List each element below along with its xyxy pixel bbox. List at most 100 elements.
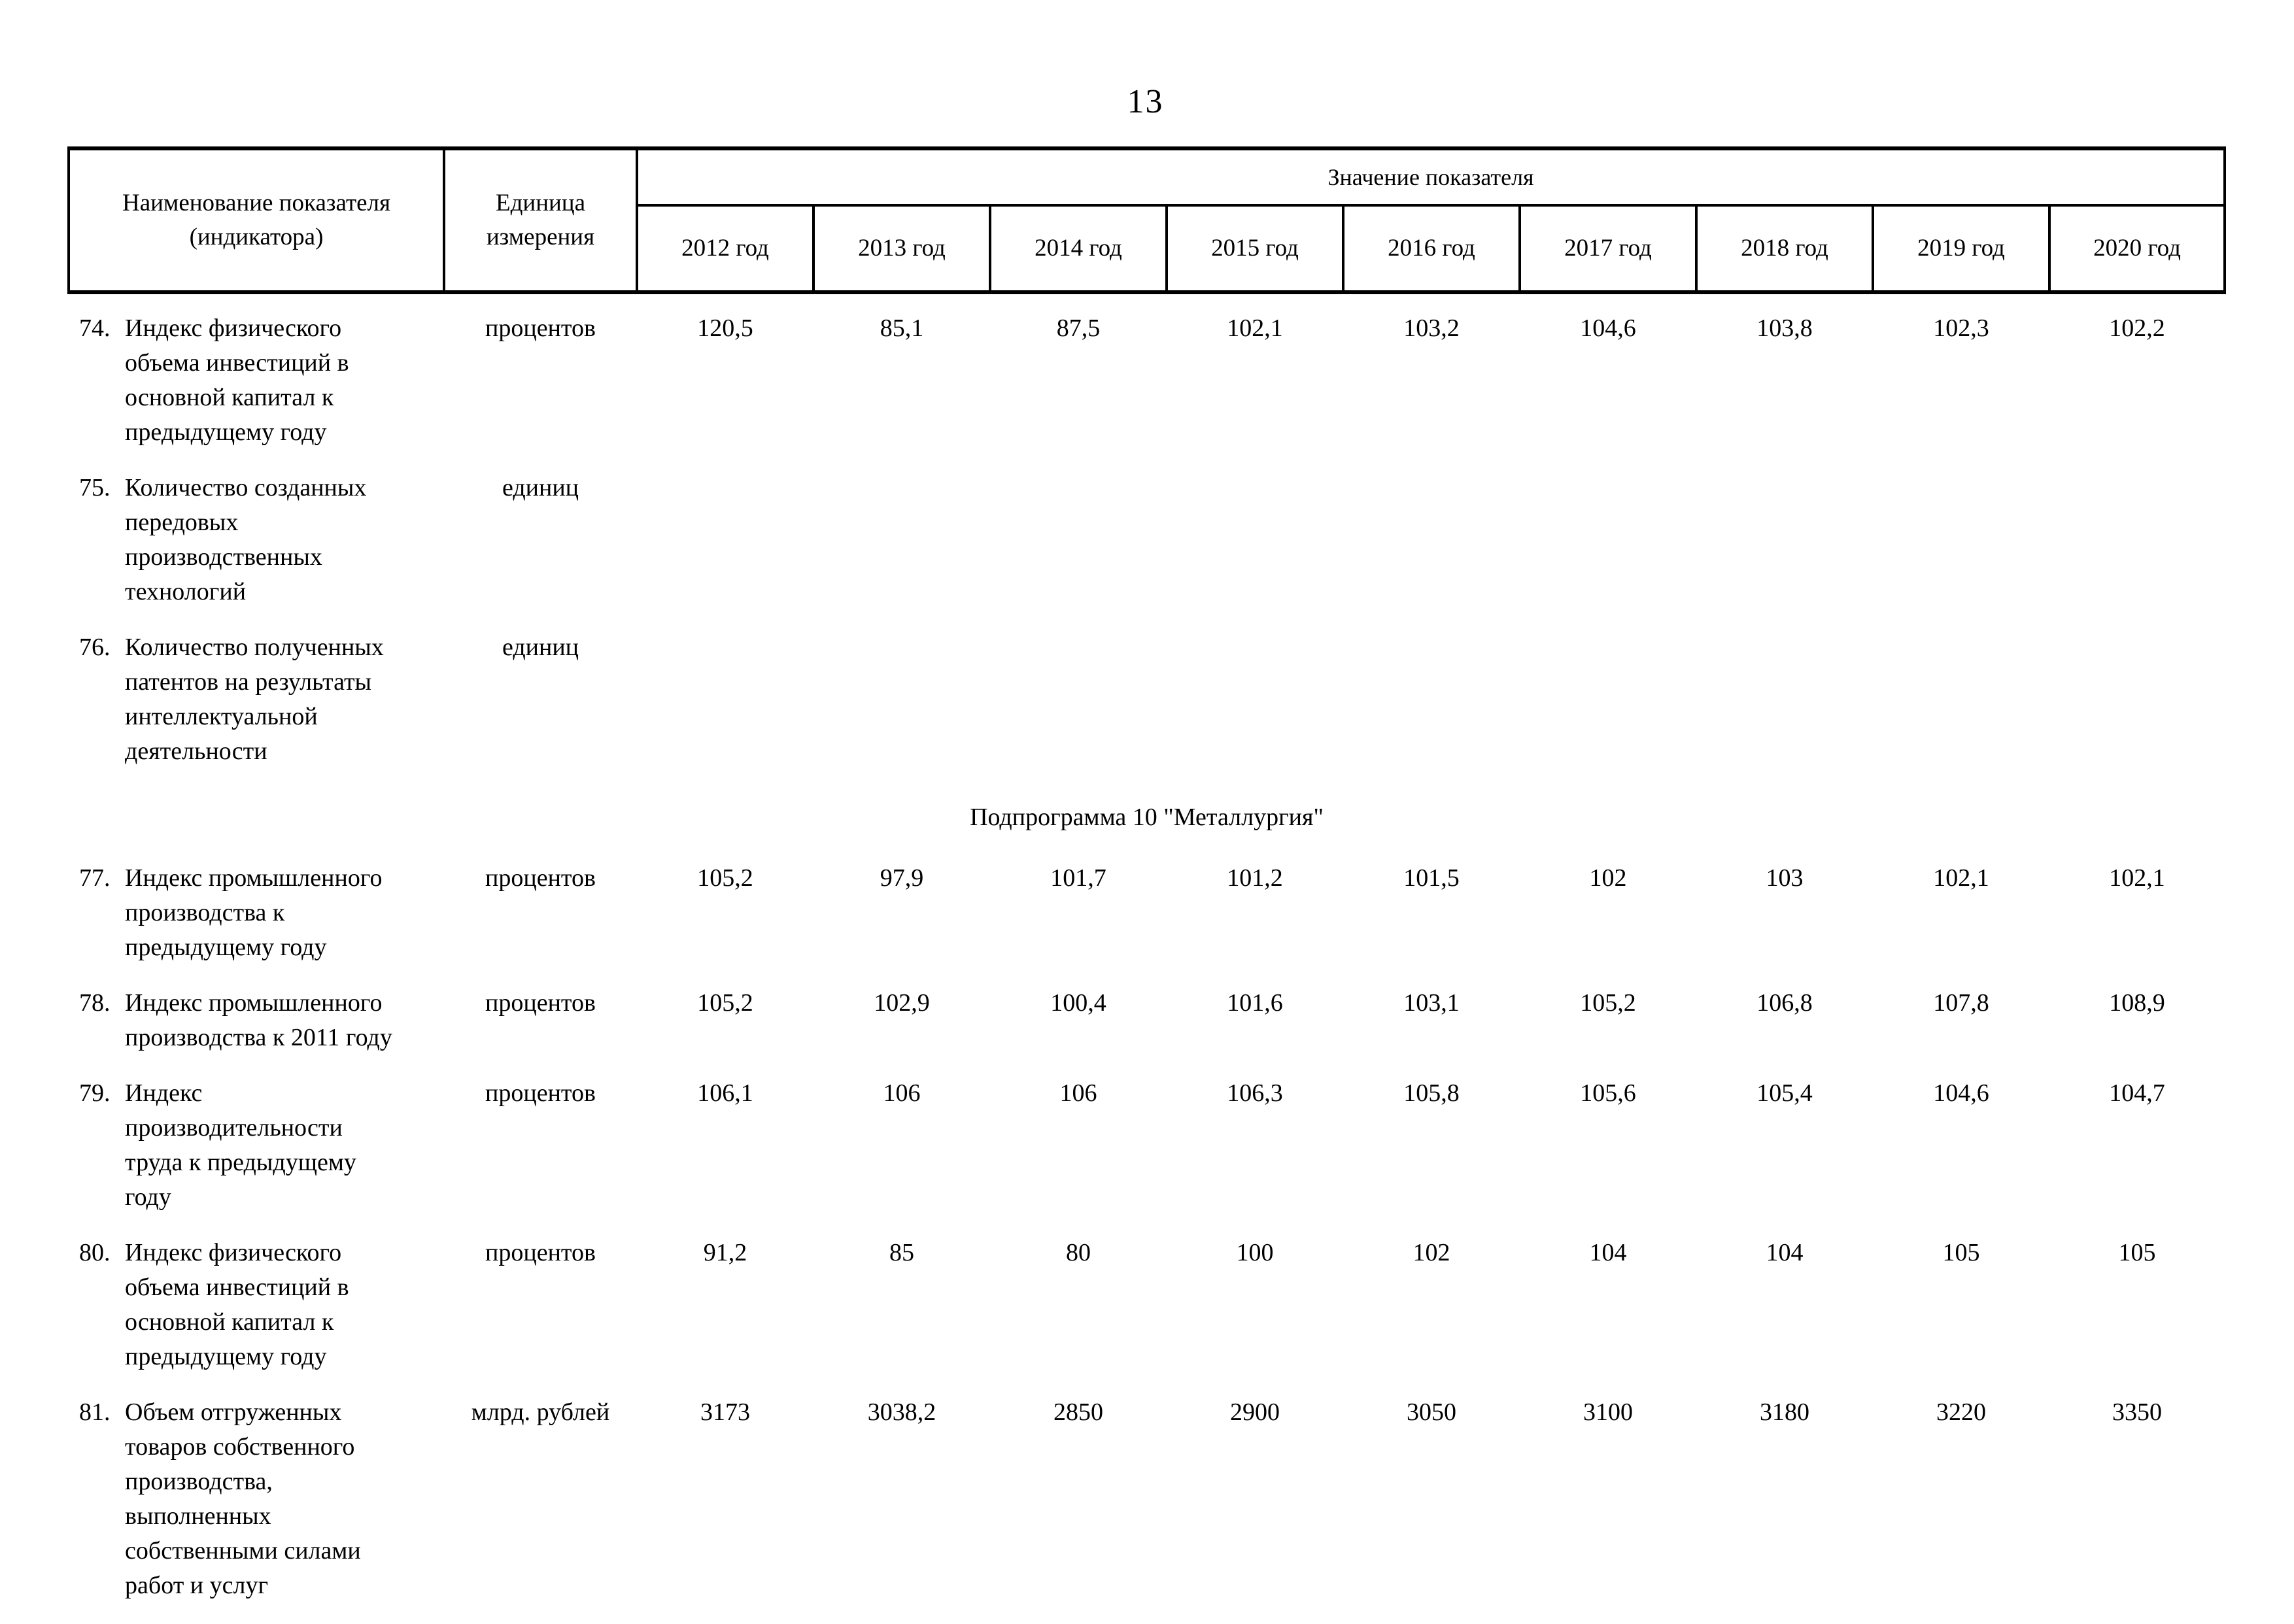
col-header-year-2013: 2013 год [813, 205, 991, 294]
table-row: 74. Индекс физического объема инвестиций … [69, 292, 2225, 471]
table-row: 81. Объем отгруженных товаров собственног… [69, 1395, 2225, 1624]
table-row: 76. Количество полученных патентов на рез… [69, 630, 2225, 790]
unit-cell: процентов [485, 989, 596, 1017]
indicator-name-cell: 80. Индекс физического объема инвестиций … [69, 1236, 444, 1395]
value-cell-2014: 87,5 [1056, 314, 1101, 342]
indicator-name-cell: 77. Индекс промышленного производства к п… [69, 861, 444, 986]
unit-cell: единиц [502, 474, 579, 501]
value-cell-2016: 103,1 [1403, 989, 1460, 1017]
value-cell-2015: 101,2 [1227, 864, 1283, 892]
indicator-name-cell: 79. Индекс производительности труда к пре… [69, 1076, 444, 1236]
col-header-unit: Единица измерения [444, 146, 638, 294]
header-row-years: 2012 год 2013 год 2014 год 2015 год 2016… [69, 205, 2227, 294]
indicator-name: Количество полученных патентов на резуль… [125, 634, 384, 765]
header-row-top: Наименование показателя (индикатора) Еди… [67, 146, 2227, 294]
value-cell-2016: 102 [1412, 1239, 1450, 1266]
indicator-name: Объем отгруженных товаров собственного п… [125, 1398, 361, 1599]
indicator-name: Индекс физического объема инвестиций в о… [125, 1239, 349, 1370]
col-header-year-2018: 2018 год [1696, 205, 1874, 294]
table-row: 75. Количество созданных передовых произв… [69, 471, 2225, 630]
value-cell-2020: 102,1 [2109, 864, 2165, 892]
value-cell-2018 [1696, 471, 1873, 630]
value-cell-2016: 105,8 [1403, 1079, 1460, 1107]
value-cell-2020 [2049, 471, 2225, 630]
value-cell-2013: 3038,2 [867, 1398, 936, 1426]
value-cell-2014: 101,7 [1050, 864, 1106, 892]
table-body: 74. Индекс физического объема инвестиций … [69, 292, 2225, 1624]
value-cell-2013: 102,9 [874, 989, 930, 1017]
indicator-name: Индекс промышленного производства к 2011… [125, 989, 392, 1051]
row-number: 78. [79, 989, 111, 1017]
value-cell-2019: 104,6 [1933, 1079, 1989, 1107]
unit-cell: процентов [485, 864, 596, 892]
value-cell-2012 [637, 630, 813, 790]
value-cell-2012: 91,2 [703, 1239, 747, 1266]
value-cell-2015: 106,3 [1227, 1079, 1283, 1107]
col-header-year-2019: 2019 год [1873, 205, 2051, 294]
value-cell-2012: 120,5 [697, 314, 753, 342]
value-cell-2018: 105,4 [1756, 1079, 1813, 1107]
row-number: 74. [79, 314, 111, 342]
section-title: Подпрограмма 10 "Металлургия" [970, 804, 1324, 831]
row-number: 75. [79, 474, 111, 501]
value-cell-2012: 105,2 [697, 864, 753, 892]
value-cell-2019 [1873, 471, 2049, 630]
row-number: 77. [79, 864, 111, 892]
col-header-year-2014: 2014 год [990, 205, 1168, 294]
value-cell-2016 [1343, 630, 1520, 790]
value-cell-2019 [1873, 630, 2049, 790]
value-cell-2019: 3220 [1936, 1398, 1986, 1426]
col-header-year-2017: 2017 год [1520, 205, 1698, 294]
value-cell-2020: 108,9 [2109, 989, 2165, 1017]
value-cell-2017: 3100 [1583, 1398, 1633, 1426]
unit-cell: процентов [485, 1079, 596, 1107]
value-cell-2012: 3173 [700, 1398, 750, 1426]
indicators-table: Наименование показателя (индикатора) Еди… [67, 146, 2227, 1624]
section-row: Подпрограмма 10 "Металлургия" [69, 790, 2225, 861]
row-number: 76. [79, 634, 111, 661]
value-cell-2018: 103 [1766, 864, 1804, 892]
indicator-name-cell: 78. Индекс промышленного производства к 2… [69, 986, 444, 1076]
value-cell-2019: 102,3 [1933, 314, 1989, 342]
value-cell-2020: 104,7 [2109, 1079, 2165, 1107]
value-cell-2017 [1520, 471, 1696, 630]
table-row: 77. Индекс промышленного производства к п… [69, 861, 2225, 986]
unit-cell: млрд. рублей [471, 1398, 610, 1426]
value-cell-2012: 105,2 [697, 989, 753, 1017]
value-cell-2017 [1520, 630, 1696, 790]
col-header-year-2016: 2016 год [1343, 205, 1521, 294]
value-cell-2019: 105 [1942, 1239, 1980, 1266]
table-row: 78. Индекс промышленного производства к 2… [69, 986, 2225, 1076]
value-cell-2017: 102 [1589, 864, 1627, 892]
value-cell-2016: 101,5 [1403, 864, 1460, 892]
value-cell-2019: 107,8 [1933, 989, 1989, 1017]
col-header-year-2012: 2012 год [637, 205, 815, 294]
value-cell-2015 [1167, 471, 1343, 630]
value-cell-2017: 104,6 [1580, 314, 1636, 342]
table-row: 79. Индекс производительности труда к пре… [69, 1076, 2225, 1236]
value-cell-2015 [1167, 630, 1343, 790]
value-cell-2013: 106 [883, 1079, 921, 1107]
value-cell-2020: 3350 [2112, 1398, 2163, 1426]
value-cell-2013 [813, 630, 990, 790]
indicator-name-cell: 74. Индекс физического объема инвестиций … [69, 292, 444, 471]
value-cell-2015: 2900 [1230, 1398, 1280, 1426]
indicator-name-cell: 81. Объем отгруженных товаров собственног… [69, 1395, 444, 1624]
value-cell-2017: 104 [1589, 1239, 1627, 1266]
table-header: Наименование показателя (индикатора) Еди… [67, 146, 2227, 294]
col-header-year-2020: 2020 год [2049, 205, 2227, 294]
col-header-value-group: Значение показателя [637, 146, 2227, 207]
value-cell-2018 [1696, 630, 1873, 790]
indicator-name: Индекс производительности труда к предыд… [125, 1079, 356, 1211]
value-cell-2018: 106,8 [1756, 989, 1813, 1017]
value-cell-2013: 85 [889, 1239, 914, 1266]
value-cell-2017: 105,2 [1580, 989, 1636, 1017]
value-cell-2014: 80 [1066, 1239, 1091, 1266]
value-cell-2013 [813, 471, 990, 630]
value-cell-2013: 97,9 [880, 864, 924, 892]
value-cell-2017: 105,6 [1580, 1079, 1636, 1107]
value-cell-2016 [1343, 471, 1520, 630]
indicator-name-cell: 75. Количество созданных передовых произв… [69, 471, 444, 630]
value-cell-2018: 103,8 [1756, 314, 1813, 342]
